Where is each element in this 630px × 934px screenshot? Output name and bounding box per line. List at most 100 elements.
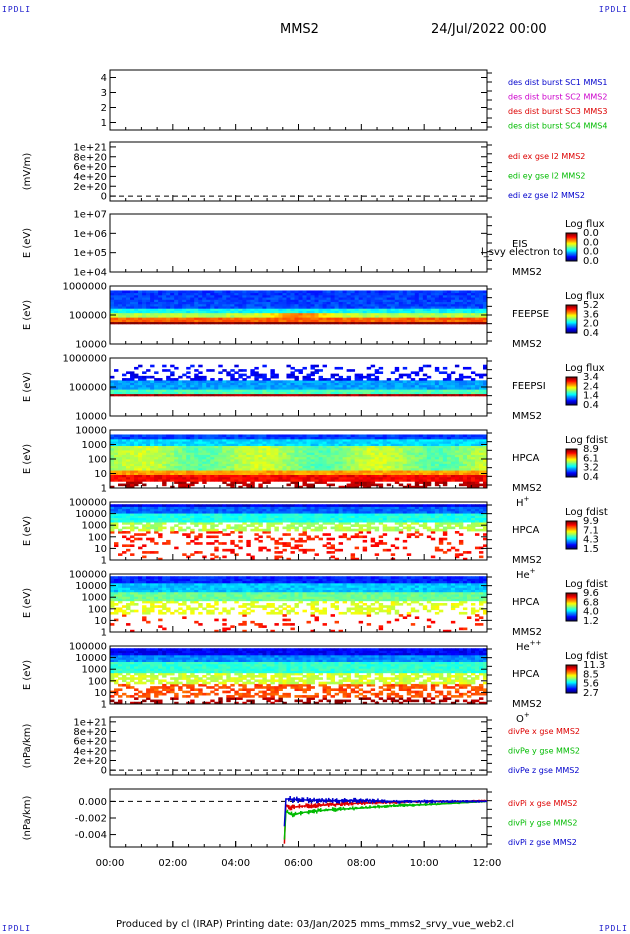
species-label-7: He++ [516, 639, 542, 653]
colorbar-swatch-2-19 [566, 257, 577, 259]
colorbar-swatch-8-5 [566, 671, 577, 674]
y-tick-label-2-1: 1e+06 [73, 229, 107, 240]
spacecraft-title: MMS2 [280, 22, 319, 37]
colorbar-swatch-4-11 [566, 391, 577, 393]
colorbar-swatch-4-7 [566, 385, 577, 388]
datetime-title: 24/Jul/2022 00:00 [431, 22, 547, 37]
y-tick-label-6-4: 10 [94, 544, 107, 555]
time-tick-label-6: 12:00 [473, 858, 502, 869]
y-tick-label-9-5: 0 [101, 766, 107, 777]
colorbar-swatch-3-6 [566, 312, 577, 315]
colorbar-swatch-4-20 [566, 402, 577, 405]
colorbar-tick-4-3: 0.4 [583, 400, 599, 411]
colorbar-swatch-8-20 [566, 690, 577, 693]
colorbar-swatch-8-17 [566, 686, 577, 689]
y-axis-label-6: E (eV) [22, 516, 33, 546]
species-label-6: He+ [516, 567, 536, 581]
panel-frame-10 [109, 788, 488, 848]
colorbar-tick-6-0: 9.9 [583, 516, 599, 527]
spectrogram-image-5 [110, 434, 488, 489]
colorbar-swatch-2-4 [566, 238, 577, 240]
colorbar-swatch-5-13 [566, 465, 577, 468]
legend-entry-1-2: edi ez gse l2 MMS2 [508, 191, 585, 200]
colorbar-swatch-5-1 [566, 450, 577, 453]
colorbar-swatch-3-11 [566, 319, 577, 321]
y-tick-label-3-1: 100000 [69, 311, 107, 322]
colorbar-swatch-8-10 [566, 677, 577, 680]
colorbar-swatch-3-17 [566, 326, 577, 329]
colorbar-swatch-2-13 [566, 249, 577, 252]
spacecraft-label-3: MMS2 [512, 339, 542, 350]
y-tick-label-2-0: 1e+07 [73, 210, 107, 221]
y-tick-label-9-3: 4e+20 [73, 746, 107, 757]
series-noise-10-2 [286, 795, 487, 804]
colorbar-swatch-7-0 [566, 593, 577, 595]
colorbar-swatch-6-3 [566, 524, 577, 527]
colorbar-swatch-2-9 [566, 244, 577, 247]
colorbar-swatch-4-4 [566, 382, 577, 384]
legend-entry-0-1: des dist burst SC2 MMS2 [508, 93, 607, 102]
y-tick-label-5-1: 1000 [82, 440, 107, 451]
colorbar-swatch-4-8 [566, 387, 577, 389]
colorbar-swatch-7-16 [566, 613, 577, 616]
colorbar-swatch-8-13 [566, 681, 577, 684]
colorbar-swatch-6-5 [566, 527, 577, 530]
colorbar-swatch-6-7 [566, 529, 577, 532]
colorbar-swatch-4-0 [566, 377, 577, 379]
y-tick-label-6-1: 10000 [75, 509, 107, 520]
legend-entry-0-0: des dist burst SC1 MMS1 [508, 78, 607, 87]
species-label-5: H+ [516, 495, 530, 509]
colorbar-swatch-2-14 [566, 250, 577, 253]
legend-entry-10-2: divPi z gse MMS2 [508, 838, 577, 847]
colorbar-swatch-6-8 [566, 531, 577, 533]
colorbar-tick-6-3: 1.5 [583, 544, 599, 555]
instrument-label-7: HPCA [512, 597, 540, 608]
colorbar-swatch-6-18 [566, 543, 577, 546]
colorbar-swatch-7-6 [566, 600, 577, 603]
y-axis-label-3: E (eV) [22, 300, 33, 330]
colorbar-swatch-6-4 [566, 526, 577, 528]
legend-entry-10-0: divPi x gse MMS2 [508, 799, 577, 808]
colorbar-swatch-6-16 [566, 541, 577, 544]
colorbar-tick-5-3: 0.4 [583, 472, 599, 483]
colorbar-swatch-5-14 [566, 466, 577, 469]
time-tick-label-1: 02:00 [158, 858, 187, 869]
time-tick-label-4: 08:00 [347, 858, 376, 869]
colorbar-tick-8-3: 2.7 [583, 688, 599, 699]
colorbar-tick-4-0: 3.4 [583, 372, 599, 383]
colorbar-swatch-8-2 [566, 667, 577, 670]
colorbar-tick-8-0: 11.3 [583, 660, 605, 671]
colorbar-swatch-3-1 [566, 306, 577, 309]
colorbar-frame-5 [565, 448, 578, 478]
colorbar-swatch-2-11 [566, 247, 577, 249]
y-tick-label-7-1: 10000 [75, 581, 107, 592]
colorbar-swatch-3-15 [566, 324, 577, 326]
colorbar-swatch-4-12 [566, 392, 577, 395]
y-tick-label-9-2: 6e+20 [73, 737, 107, 748]
colorbar-swatch-6-15 [566, 540, 577, 542]
colorbar-swatch-5-6 [566, 456, 577, 459]
colorbar-title-8: Log fdist [565, 651, 608, 662]
colorbar-swatch-5-19 [566, 473, 577, 475]
instrument-label-8: HPCA [512, 669, 540, 680]
corner-label-top-right: IPDLI [598, 5, 628, 14]
colorbar-swatch-7-19 [566, 617, 577, 619]
colorbar-title-7: Log fdist [565, 579, 608, 590]
colorbar-title-6: Log fdist [565, 507, 608, 518]
colorbar-tick-7-2: 4.0 [583, 607, 599, 618]
species-charge-7: ++ [530, 639, 542, 647]
y-tick-label-6-2: 1000 [82, 521, 107, 532]
y-tick-label-10-1: -0.002 [75, 814, 107, 825]
y-axis-label-4: E (eV) [22, 372, 33, 402]
colorbar-swatch-6-20 [566, 546, 577, 549]
colorbar-frame-4 [565, 376, 578, 406]
y-tick-label-6-3: 100 [88, 532, 107, 543]
colorbar-tick-4-1: 2.4 [583, 381, 599, 392]
colorbar-swatch-7-12 [566, 608, 577, 611]
colorbar-tick-7-0: 9.6 [583, 588, 599, 599]
colorbar-swatch-6-9 [566, 532, 577, 535]
colorbar-swatch-7-14 [566, 610, 577, 613]
colorbar-swatch-5-5 [566, 455, 577, 458]
corner-label-bottom-right: IPDLI [598, 924, 628, 933]
y-tick-label-1-2: 6e+20 [73, 162, 107, 173]
